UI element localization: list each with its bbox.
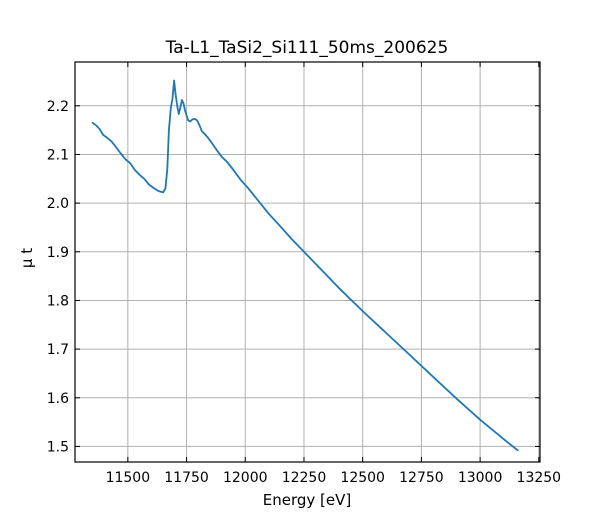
x-tick-label: 12000 [223,470,268,486]
y-tick-label: 2.0 [47,196,69,212]
x-tick-label: 13000 [458,470,503,486]
y-tick-label: 1.5 [47,439,69,455]
x-tick-label: 12500 [340,470,385,486]
chart-title: Ta-L1_TaSi2_Si111_50ms_200625 [165,38,449,58]
x-axis-label: Energy [eV] [263,491,351,509]
plot-frame [74,61,541,463]
y-tick-label: 2.1 [47,147,69,163]
x-tick-label: 11500 [106,470,151,486]
x-tick-label: 11750 [164,470,209,486]
grid [75,62,540,462]
series-line [91,79,519,452]
x-tick-label: 12750 [399,470,444,486]
y-tick-label: 2.2 [47,99,69,115]
y-axis-label: μ t [18,248,36,268]
y-tick-label: 1.7 [47,342,69,358]
ticks: 11500 11750 12000 12250 12500 12750 13000 13250… [47,62,561,486]
y-tick-label: 1.6 [47,391,69,407]
x-tick-label: 12250 [282,470,327,486]
y-tick-label: 1.9 [47,245,69,261]
series-layer [91,79,519,452]
x-tick-label: 13250 [517,470,562,486]
y-tick-label: 1.8 [47,293,69,309]
